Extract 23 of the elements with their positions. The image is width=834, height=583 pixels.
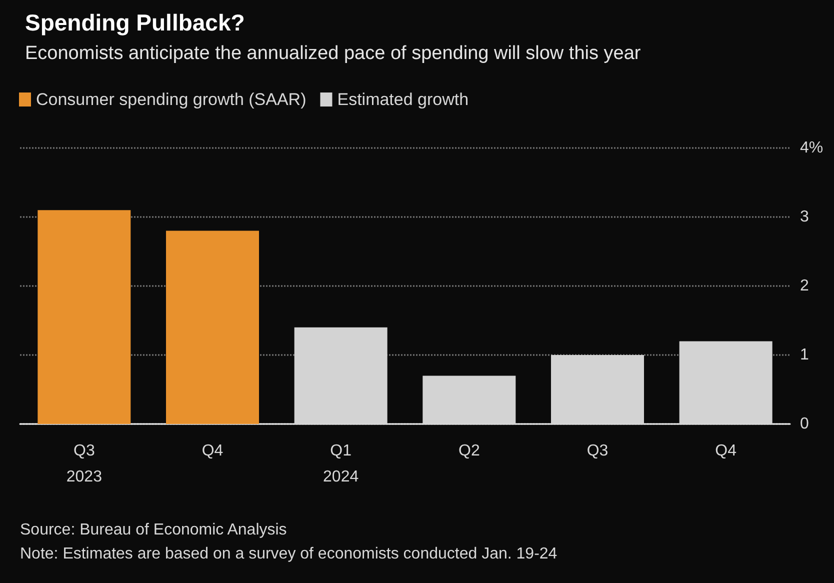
source-note: Source: Bureau of Economic Analysis — [20, 522, 287, 538]
y-tick-label: 1 — [800, 346, 809, 364]
text: Note: Estimates are based on a survey of economists conducted Jan. 19-24 — [20, 546, 558, 562]
bar — [551, 355, 644, 424]
legend-label: Estimated growth — [337, 90, 469, 109]
x-tick-label: Q3 — [586, 442, 608, 460]
bar — [679, 341, 772, 424]
y-tick-label: 0 — [800, 416, 809, 432]
x-tick-label: Q4 — [202, 442, 224, 460]
y-tick-label: 4% — [800, 140, 824, 156]
y-tick-label: 3 — [800, 208, 809, 226]
chart-title: Spending Pullback? — [25, 10, 245, 36]
x-tick-label: Q2 — [458, 442, 480, 460]
bar — [166, 230, 259, 424]
x-tick-label: Q1 2024 — [323, 442, 359, 486]
bar — [422, 376, 516, 424]
x-tick-label: Q3 2023 — [66, 442, 102, 486]
legend-label: Consumer spending growth (SAAR) — [36, 90, 306, 109]
y-tick-label: 2 — [800, 278, 809, 294]
chart-subtitle: Economists anticipate the annualized pace of spending will slow this year — [25, 43, 642, 64]
bar — [38, 210, 131, 424]
x-tick-label: Q4 — [715, 442, 737, 460]
bar — [294, 327, 388, 424]
